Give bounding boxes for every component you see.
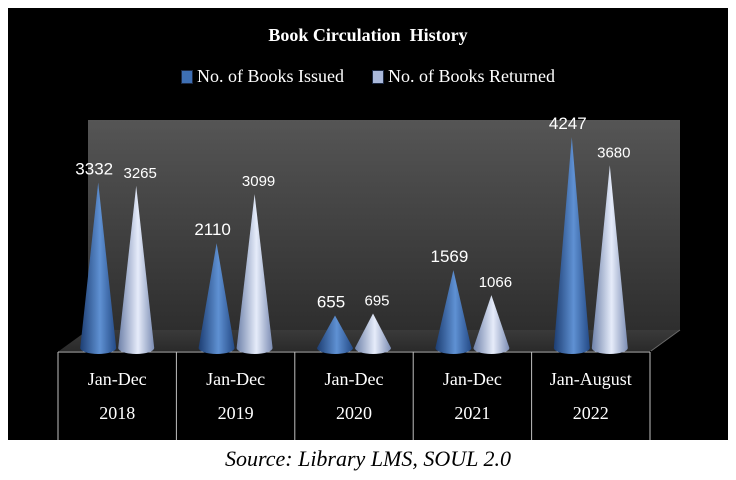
source-caption: Source: Library LMS, SOUL 2.0	[224, 446, 511, 471]
category-label-line2: 2022	[573, 403, 609, 423]
data-label-issued: 655	[317, 292, 345, 311]
category-label-line1: Jan-Dec	[206, 369, 265, 389]
data-label-returned: 3265	[124, 165, 157, 182]
cone-chart: Jan-Dec 2018 Jan-Dec 2019 Jan-Dec 2020 Jan-Dec…	[57, 114, 681, 440]
category-label-line1: Jan-Dec	[325, 369, 384, 389]
cone-returned	[473, 295, 510, 354]
cone-returned	[355, 313, 391, 354]
cone-returned	[118, 185, 155, 354]
category-label-line2: 2019	[218, 403, 254, 423]
legend-item-returned: No. of Books Returned	[372, 66, 555, 87]
category-label-line2: 2018	[99, 403, 135, 423]
chart-back-wall	[88, 120, 680, 330]
chart-title: Book Circulation History	[268, 25, 468, 45]
legend-label-issued: No. of Books Issued	[197, 66, 344, 86]
data-label-issued: 1569	[430, 247, 468, 266]
category-label-line1: Jan-August	[550, 369, 632, 389]
cone-returned	[236, 194, 273, 354]
legend-item-issued: No. of Books Issued	[181, 66, 344, 87]
category-label-line2: 2021	[454, 403, 490, 423]
legend: No. of Books Issued No. of Books Returne…	[8, 66, 728, 87]
cone-issued	[435, 270, 472, 354]
category-label-line1: Jan-Dec	[443, 369, 502, 389]
legend-swatch-issued	[181, 69, 193, 84]
data-label-issued: 4247	[549, 114, 587, 133]
data-label-returned: 1066	[479, 274, 512, 291]
cone-returned	[591, 165, 628, 354]
data-label-returned: 3099	[242, 173, 275, 190]
cone-issued	[553, 137, 590, 354]
cone-issued	[80, 182, 117, 354]
cone-issued	[198, 243, 235, 354]
data-label-issued: 2110	[194, 220, 231, 239]
data-label-returned: 695	[364, 292, 389, 309]
legend-swatch-returned	[372, 69, 384, 84]
category-label-line2: 2020	[336, 403, 372, 423]
chart-panel: Jan-Dec 2018 Jan-Dec 2019 Jan-Dec 2020 Jan-Dec…	[8, 8, 728, 440]
category-table-grid	[57, 351, 651, 440]
legend-label-returned: No. of Books Returned	[388, 66, 555, 86]
data-label-issued: 3332	[75, 160, 113, 179]
cone-issued	[317, 315, 353, 354]
data-label-returned: 3680	[597, 144, 630, 161]
chart-floor-edge	[650, 329, 681, 352]
category-label-line1: Jan-Dec	[88, 369, 147, 389]
